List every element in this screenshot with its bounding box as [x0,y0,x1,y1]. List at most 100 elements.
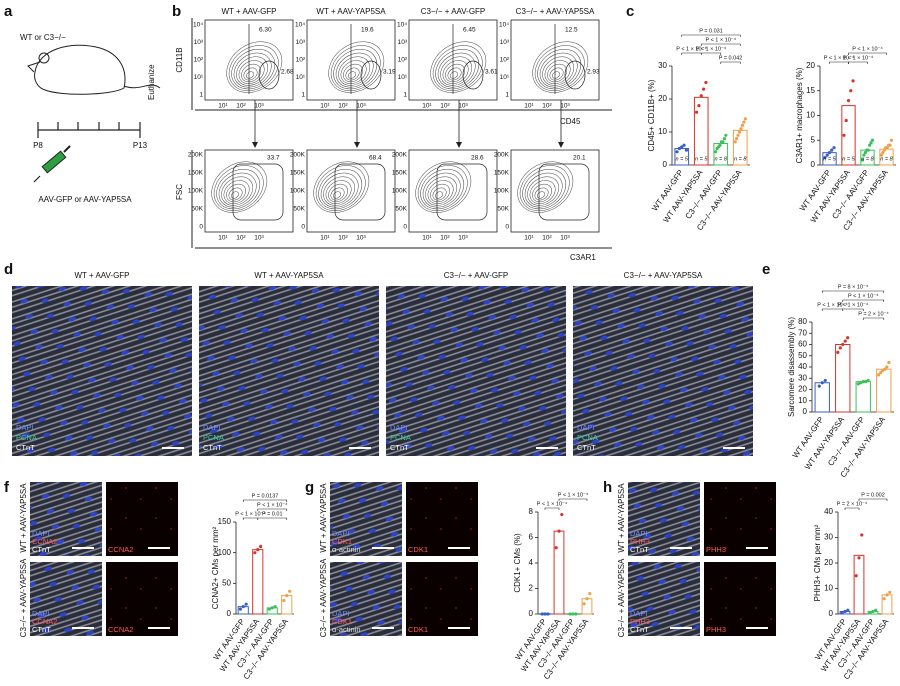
n-label: n = 8 [880,156,893,162]
contour [524,172,563,208]
gate-value: 68.4 [369,155,382,162]
channel-image [406,562,478,636]
x-tick-label: 10² [236,103,246,110]
stain-label: CTnT [577,443,596,452]
data-point [889,138,894,142]
significance-bracket [842,299,885,302]
y-tick-label: 1 [301,92,305,99]
contour [519,165,570,211]
gate-value: 2.93 [587,69,600,76]
contour [330,187,345,201]
y-tick-label: 10³ [500,39,510,46]
data-point [682,143,686,147]
stain-label: CDK1 [408,545,428,554]
bar [581,598,593,615]
p-value: P < 1 × 10⁻⁴ [235,510,266,517]
flow-plot [408,19,498,101]
data-point [736,133,740,137]
data-point [882,597,886,601]
y-tick-label: 20 [658,94,667,103]
n-label: n = 8 [715,156,728,162]
stain-label: CCNA2 [108,625,133,634]
contour [447,67,462,81]
y-tick-label: 150K [392,170,408,177]
y-tick-label: 100K [392,188,408,195]
contour [534,187,549,201]
x-tick-label: 10¹ [320,235,330,242]
micrograph [628,482,700,556]
bar [693,96,709,166]
flow-plot [306,149,396,233]
stain-label: CCNA2 [32,537,57,546]
stain-label: CCNA2 [108,545,133,554]
contour [552,71,560,79]
data-point [885,593,889,597]
stain-label: DAPI [32,529,50,538]
n-label: n = 5 [676,156,689,162]
y-tick-label: 10³ [296,39,306,46]
channel-image [406,482,478,556]
contour [320,172,359,208]
y-tick-label: 150 [218,517,232,526]
panel-label: d [4,261,13,278]
contour [345,67,360,81]
data-point [866,148,870,152]
panel-label: b [172,3,181,20]
micrograph [573,286,753,456]
y-tick-label: 10¹ [194,74,204,81]
row-label: WT + AAV-YAP5SA [19,483,28,553]
flow-title: C3−/− + AAV-GFP [421,7,486,16]
data-point [585,597,589,601]
x-tick-label: 10³ [254,103,264,110]
data-point [879,371,883,375]
stain-label: DAPI [203,423,221,432]
arrow-head [558,142,564,148]
contour [333,48,378,90]
significance-bracket [821,308,844,311]
p-value: P < 1 × 10⁻⁴ [824,54,855,61]
panel-label: a [4,3,13,20]
contour [527,176,560,206]
data-point [869,141,873,145]
significance-bracket [544,507,560,510]
y-tick-label: 200K [392,152,408,159]
data-point [860,158,865,162]
contour [233,52,272,88]
data-point [842,133,846,137]
y-tick-label: 150K [494,170,510,177]
significance-bracket [257,517,288,520]
y-axis-title: Sarcomere disassembly (%) [787,317,796,417]
image-title: C3−/− + AAV-GFP [444,271,509,280]
data-point [885,146,889,150]
p-value: P < 1 × 10⁻⁴ [843,54,874,61]
genotype-label: WT or C3−/− [20,33,66,42]
micrograph [330,562,402,636]
data-point [684,148,689,152]
stain-label: CTnT [32,545,51,554]
stain-label: CTnT [203,443,222,452]
data-point [859,381,863,385]
stain-label: DAPI [32,609,50,618]
stain-label: PHH3 [706,545,726,554]
data-point [253,551,257,555]
data-point [273,605,277,609]
data-point [267,607,271,611]
flow-plot [408,149,498,233]
contour [532,183,552,203]
data-point [825,153,829,157]
y-tick-label: 10³ [398,39,408,46]
data-point [554,546,558,550]
data-point [843,609,847,614]
y-tick-label: 10² [194,57,204,64]
contour [445,63,465,83]
p-value: P = 0.01 [262,511,283,517]
panel-label: h [603,479,612,496]
y-tick-label: 0 [829,609,834,618]
gate [232,163,284,221]
y-tick-label: 10¹ [398,74,408,81]
y-axis-title: CDK1+ CMs (%) [513,533,522,593]
channel-image [704,562,776,636]
contour [547,63,567,83]
